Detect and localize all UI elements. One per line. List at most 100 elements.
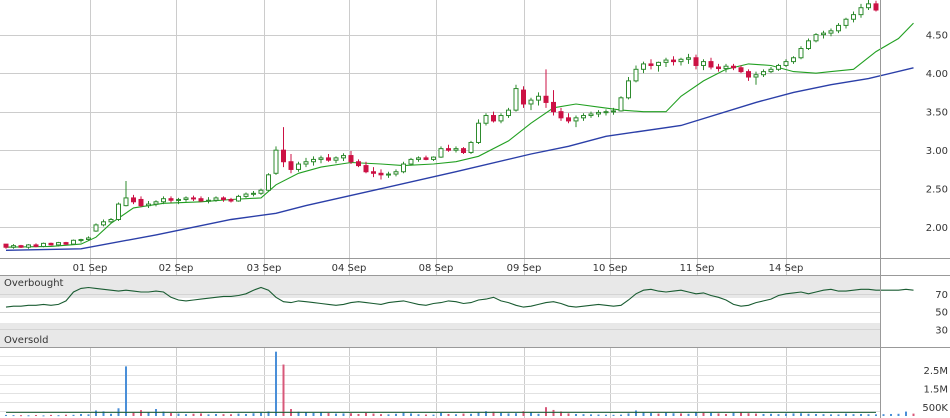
- volume-bar: [372, 413, 375, 416]
- candle-body: [206, 199, 211, 202]
- volume-bar: [620, 414, 622, 416]
- volume-bar: [732, 412, 735, 416]
- volume-bar: [680, 413, 682, 416]
- candle: [746, 69, 751, 81]
- candle-body: [588, 113, 594, 117]
- volume-bar: [170, 413, 172, 416]
- candle-body: [258, 189, 264, 194]
- date-label: 01 Sep: [73, 263, 108, 274]
- candle: [378, 169, 384, 180]
- candle-body: [828, 30, 834, 34]
- candle-body: [858, 7, 864, 16]
- volume-bar: [432, 414, 435, 416]
- volume-bar: [200, 413, 202, 416]
- candle-body: [123, 197, 129, 207]
- oscillator-path: [5, 286, 914, 308]
- candle: [791, 56, 796, 64]
- volume-bar: [237, 413, 240, 416]
- volume-bar: [177, 413, 180, 416]
- candle-body: [513, 88, 519, 111]
- candle: [648, 59, 654, 70]
- price-candles: [3, 0, 879, 249]
- candle-body: [86, 237, 91, 241]
- candle: [678, 57, 684, 66]
- volume-bar: [245, 413, 247, 416]
- candle: [431, 156, 436, 161]
- volume-bar: [612, 414, 615, 416]
- candle-body: [236, 195, 241, 202]
- candle-body: [498, 115, 504, 122]
- volume-y-tick-label: 2.5M: [923, 366, 948, 377]
- candle: [843, 17, 849, 29]
- candle-body: [768, 68, 774, 73]
- volume-bar: [665, 412, 667, 416]
- candle-body: [131, 197, 136, 203]
- volume-bar: [755, 413, 757, 416]
- volume-bar: [447, 413, 450, 416]
- candle-body: [273, 149, 279, 174]
- volume-bar: [230, 414, 232, 416]
- candle: [543, 69, 549, 108]
- candle-body: [438, 148, 444, 158]
- candle-body: [108, 218, 114, 223]
- volume-bar: [387, 414, 390, 416]
- candle: [93, 223, 99, 232]
- candle: [776, 63, 781, 71]
- date-label: 04 Sep: [332, 263, 367, 274]
- candle: [821, 30, 826, 39]
- candle-body: [746, 71, 751, 78]
- volume-bar: [747, 413, 750, 416]
- volume-bar: [875, 414, 877, 416]
- candle-body: [716, 66, 721, 70]
- candle: [281, 127, 286, 168]
- candle: [798, 46, 804, 60]
- candle-body: [183, 197, 189, 200]
- oscillator-y-tick-label: 70: [935, 290, 948, 301]
- candle-body: [101, 221, 106, 226]
- candle-body: [33, 244, 39, 247]
- volume-bar: [867, 414, 870, 416]
- volume-bar: [410, 413, 412, 416]
- volume-bar: [762, 413, 765, 416]
- volume-bar: [740, 412, 742, 416]
- volume-bar: [522, 411, 525, 416]
- candle: [11, 244, 16, 249]
- candle-body: [266, 174, 271, 191]
- candle: [288, 154, 294, 174]
- candle-body: [783, 61, 789, 66]
- candle: [618, 96, 624, 112]
- candle: [258, 188, 264, 195]
- date-label: 08 Sep: [419, 263, 454, 274]
- ma-short-line: [5, 22, 914, 248]
- candle: [558, 107, 564, 121]
- candle: [116, 202, 121, 222]
- candle: [858, 3, 864, 18]
- candle: [33, 243, 39, 248]
- candle: [3, 243, 9, 249]
- candle-body: [191, 197, 196, 200]
- candle: [356, 159, 361, 168]
- oscillator-panel: Overbought Oversold 70 50 30: [0, 275, 950, 347]
- volume-bar: [552, 409, 555, 416]
- candle: [56, 241, 61, 247]
- volume-bar: [507, 413, 510, 416]
- candle: [123, 180, 129, 207]
- candle-body: [566, 117, 571, 122]
- candle: [213, 196, 219, 202]
- candle-body: [303, 161, 309, 165]
- volume-bar: [897, 413, 900, 416]
- volume-bar: [252, 413, 255, 416]
- ma_short-path: [5, 22, 914, 248]
- candle-body: [56, 242, 61, 246]
- date-labels: 01 Sep 02 Sep 03 Sep 04 Sep 08 Sep 09 Sep 10 S…: [73, 263, 804, 274]
- candle-body: [798, 48, 804, 59]
- volume-bar: [50, 414, 52, 416]
- candle: [521, 86, 526, 108]
- candle-body: [813, 34, 819, 42]
- volume-bar: [882, 414, 885, 416]
- candle: [108, 217, 114, 224]
- candle-body: [641, 63, 646, 70]
- volume-bar: [770, 413, 772, 416]
- volume-y-tick-label: 1.5M: [923, 384, 948, 395]
